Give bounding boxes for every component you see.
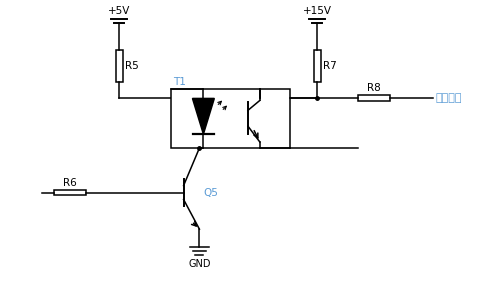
Bar xyxy=(116,50,122,82)
Text: R5: R5 xyxy=(124,61,139,71)
Text: R8: R8 xyxy=(367,84,381,94)
Bar xyxy=(314,50,321,82)
Text: +15V: +15V xyxy=(303,6,332,16)
Bar xyxy=(358,96,389,101)
Text: R7: R7 xyxy=(323,61,337,71)
Bar xyxy=(171,88,289,148)
Text: Q5: Q5 xyxy=(203,187,218,198)
Polygon shape xyxy=(192,98,214,134)
Text: +5V: +5V xyxy=(108,6,130,16)
Text: T1: T1 xyxy=(173,77,185,87)
Text: GND: GND xyxy=(188,259,211,269)
Text: R6: R6 xyxy=(63,178,77,187)
Text: 驱动信号: 驱动信号 xyxy=(435,93,462,103)
Bar xyxy=(54,190,85,196)
